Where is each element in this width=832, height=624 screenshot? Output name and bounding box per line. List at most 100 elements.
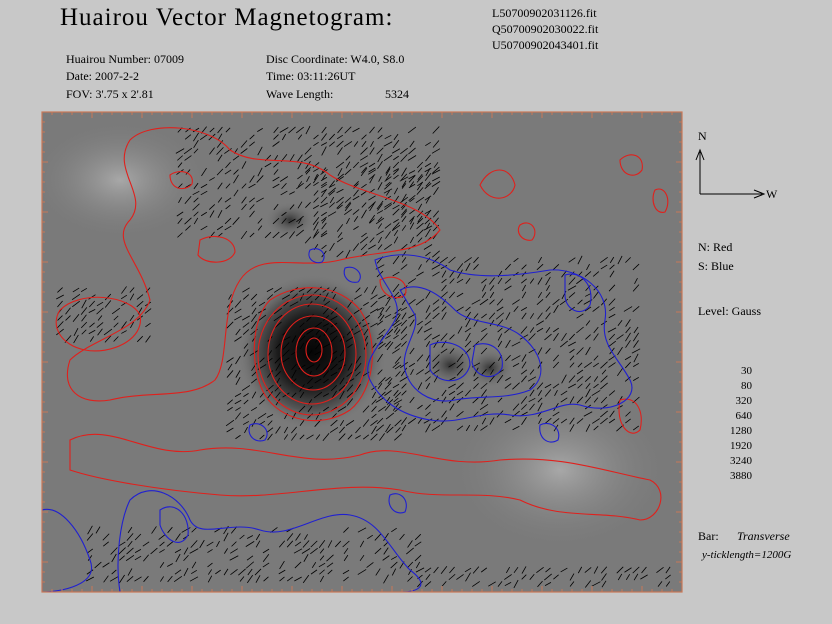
transverse-bar — [207, 549, 213, 553]
transverse-bar — [553, 354, 559, 362]
transverse-bar — [407, 155, 417, 161]
transverse-bar — [118, 547, 126, 555]
transverse-bar — [298, 405, 306, 413]
transverse-bar — [431, 169, 441, 175]
transverse-bar — [496, 298, 504, 306]
transverse-bar — [337, 232, 343, 238]
transverse-bar — [193, 148, 199, 154]
transverse-bar — [319, 555, 325, 561]
transverse-bar — [440, 265, 448, 269]
transverse-bar — [310, 569, 318, 575]
legend-text: S: Blue — [698, 259, 734, 273]
compass-label: W — [766, 187, 778, 201]
transverse-bar — [400, 154, 408, 162]
transverse-bar — [272, 141, 280, 147]
transverse-bar — [189, 576, 199, 582]
transverse-bar — [185, 127, 191, 133]
transverse-bar — [377, 313, 383, 319]
transverse-bar — [321, 218, 327, 224]
transverse-bar — [362, 314, 370, 322]
transverse-bar — [369, 126, 375, 134]
transverse-bar — [415, 567, 425, 573]
transverse-bar — [415, 196, 425, 204]
transverse-bar — [319, 575, 325, 583]
transverse-bar — [409, 181, 415, 187]
transverse-bar — [383, 188, 393, 194]
transverse-bar — [216, 225, 224, 231]
transverse-bar — [302, 574, 310, 584]
transverse-bar — [315, 329, 321, 335]
transverse-bar — [425, 382, 431, 390]
transverse-bar — [313, 229, 319, 237]
transverse-bar — [330, 371, 338, 377]
transverse-bar — [363, 302, 369, 306]
transverse-bar — [384, 390, 392, 396]
transverse-bar — [226, 427, 234, 433]
transverse-bar — [424, 183, 432, 189]
transverse-bar — [183, 547, 189, 555]
transverse-bar — [242, 287, 250, 293]
transverse-bar — [207, 562, 213, 568]
compass-label: N — [698, 129, 707, 143]
transverse-bar — [394, 343, 402, 349]
transverse-bar — [489, 361, 495, 369]
transverse-bar — [346, 384, 354, 392]
transverse-bar — [409, 222, 415, 230]
transverse-bar — [295, 229, 305, 237]
transverse-bar — [593, 291, 599, 299]
transverse-bar — [191, 527, 197, 533]
transverse-bar — [230, 526, 238, 534]
transverse-bar — [103, 328, 113, 336]
transverse-bar — [371, 391, 377, 399]
transverse-bar — [281, 294, 291, 300]
transverse-bar — [225, 161, 231, 169]
transverse-bar — [57, 300, 63, 308]
transverse-bar — [354, 322, 362, 328]
transverse-bar — [601, 573, 607, 581]
transverse-bar — [401, 424, 407, 432]
transverse-bar — [505, 339, 511, 349]
transverse-bar — [313, 174, 319, 184]
transverse-bar — [473, 256, 479, 264]
transverse-bar — [377, 161, 383, 169]
transverse-bar — [600, 361, 608, 369]
transverse-bar — [392, 291, 400, 299]
transverse-bar — [288, 126, 296, 134]
transverse-bar — [609, 306, 615, 312]
transverse-bar — [560, 390, 568, 396]
transverse-bar — [449, 278, 455, 284]
transverse-bar — [299, 391, 305, 399]
transverse-bar — [504, 383, 512, 389]
transverse-bar — [384, 382, 392, 390]
transverse-bar — [384, 182, 392, 190]
transverse-bar — [345, 336, 355, 342]
transverse-bar — [119, 555, 125, 561]
transverse-bar — [425, 251, 431, 257]
transverse-bar — [386, 190, 390, 196]
transverse-bar — [585, 293, 591, 297]
transverse-bar — [399, 176, 409, 182]
transverse-bar — [362, 434, 370, 440]
transverse-bar — [323, 378, 329, 384]
transverse-bar — [529, 574, 535, 580]
transverse-bar — [545, 292, 551, 298]
transverse-bar — [424, 162, 432, 168]
transverse-bar — [223, 568, 229, 576]
transverse-bar — [65, 315, 71, 321]
transverse-bar — [456, 368, 464, 376]
transverse-bar — [408, 194, 416, 202]
transverse-bar — [262, 554, 270, 562]
transverse-bar — [576, 396, 584, 404]
transverse-bar — [313, 181, 319, 187]
transverse-bar — [416, 354, 424, 362]
transverse-bar — [87, 555, 93, 561]
transverse-bar — [145, 335, 151, 343]
transverse-bar — [327, 569, 333, 575]
transverse-bar — [322, 287, 330, 293]
transverse-bar — [88, 308, 96, 314]
transverse-bar — [80, 287, 88, 293]
transverse-bar — [291, 378, 297, 384]
transverse-bar — [369, 218, 375, 224]
transverse-bar — [368, 201, 376, 209]
transverse-bar — [456, 396, 464, 404]
